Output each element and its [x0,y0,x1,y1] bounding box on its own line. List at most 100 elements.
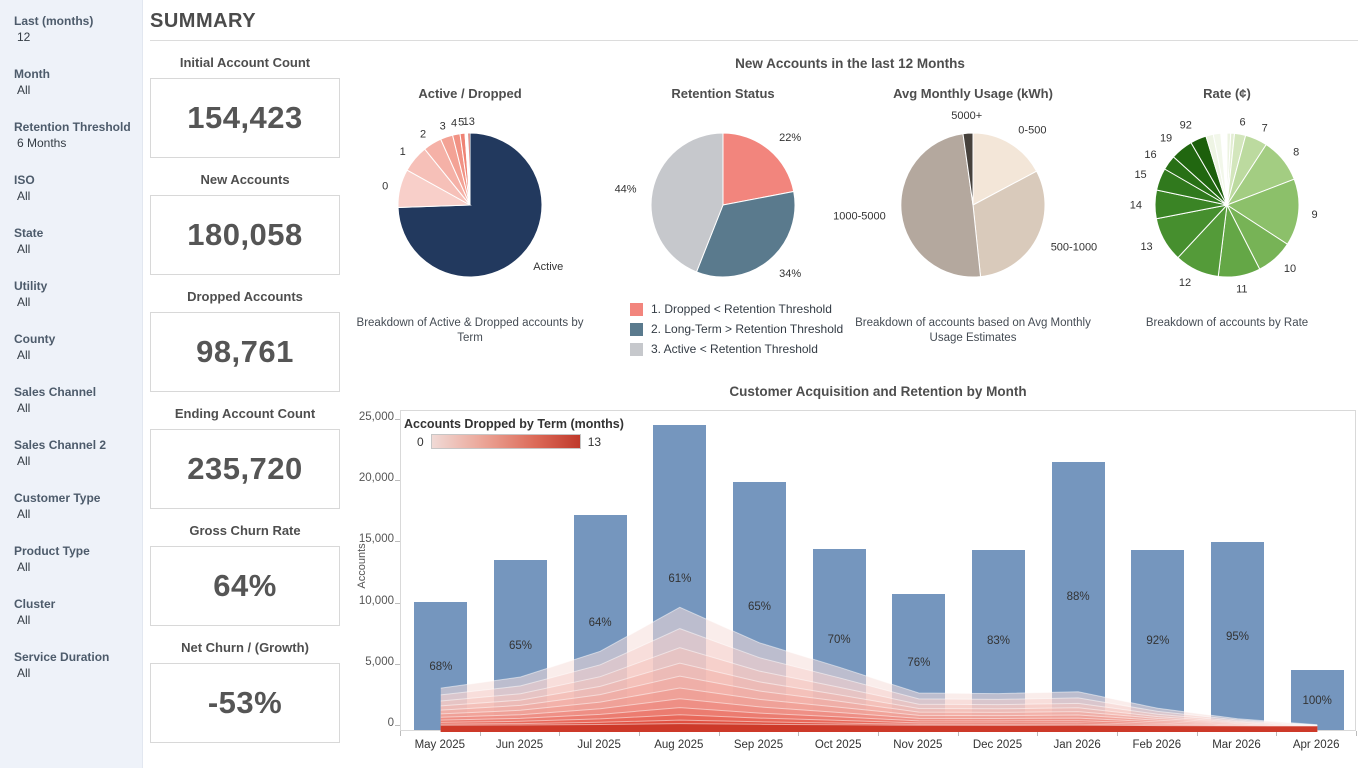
filter-label: Sales Channel 2 [14,438,107,452]
pie-chart-retention-status[interactable]: 22% 34% 44% [598,105,848,305]
area-band-5 [440,688,1318,732]
area-band-2 [440,647,1318,732]
pie-slice-label: 0-500 [1018,125,1046,137]
pie-slice-13[interactable] [467,132,471,206]
kpi-box-5[interactable]: -53% [150,663,340,743]
pie-title-rate: Rate (¢) [1203,86,1251,101]
pie-slice-label: 11 [1236,284,1247,296]
legend-gradient-bar [430,434,581,449]
pie-title-avg-monthly-usage: Avg Monthly Usage (kWh) [893,86,1053,101]
kpi-value-5: -53% [207,685,283,720]
y-tick-label: 5,000 [365,655,394,668]
pie-slice-label: 500-1000 [1051,241,1098,253]
legend-min-label: 0 [417,434,424,449]
pie-chart-avg-monthly-usage[interactable]: 0-500 500-1000 1000-5000 5000+ [833,105,1098,305]
pie-slice-22%[interactable] [722,132,795,206]
kpi-box-3[interactable]: 235,720 [150,429,340,509]
bar-percent-label: 65% [508,640,533,652]
bar-chart-plot[interactable]: Accounts Dropped by Term (months) 0 13 6… [400,410,1356,732]
sidebar-filter-last-months-[interactable]: Last (months) 12 [14,14,140,44]
pie-slice-label: 12 [1179,277,1191,289]
sidebar-filter-iso[interactable]: ISO All [14,173,140,203]
pie-slice-9[interactable] [1225,178,1300,245]
kpi-box-4[interactable]: 64% [150,546,340,626]
pie-slice-label: 13 [1140,241,1152,253]
x-tick-mark [400,731,401,736]
pie-slice-500-1000[interactable] [972,170,1046,278]
area-band-edge [440,714,1318,727]
filter-value[interactable]: All [17,560,31,574]
filter-value[interactable]: All [17,189,31,203]
sidebar-filter-sales-channel-2[interactable]: Sales Channel 2 All [14,438,140,468]
pie-slice-0-500[interactable] [972,132,1038,206]
sidebar-filter-retention-threshold[interactable]: Retention Threshold 6 Months [14,120,140,150]
filter-label: Cluster [14,597,56,611]
y-tick-label: 15,000 [358,533,394,546]
sidebar-filter-cluster[interactable]: Cluster All [14,597,140,627]
area-band-edge [440,675,1318,726]
filter-value[interactable]: 6 Months [17,136,67,150]
pie-slice-sliver[interactable] [1212,132,1228,206]
pie-slice-label: 1 [400,146,406,158]
pie-slice-label: 6 [1239,116,1245,128]
sidebar-filter-state[interactable]: State All [14,226,140,256]
filter-value[interactable]: All [17,348,31,362]
pie-slice-5000+[interactable] [962,132,974,206]
pie-slice-label: 13 [463,116,475,128]
pie-chart-active-dropped[interactable]: Active 0 1 2 3 4 513 [345,105,595,305]
filter-value[interactable]: 12 [17,30,31,44]
bar-percent-label: 64% [588,617,612,630]
x-tick-mark [718,731,720,736]
x-tick-mark [559,731,561,736]
filter-label: Last (months) [14,14,94,28]
sidebar-filter-county[interactable]: County All [14,332,140,362]
area-band-3 [440,663,1318,732]
x-tick-label-sep-2025: Sep 2025 [733,739,784,751]
sidebar-filter-customer-type[interactable]: Customer Type All [14,491,140,521]
legend-item[interactable]: 3. Active < Retention Threshold [630,339,843,359]
legend-item[interactable]: 2. Long-Term > Retention Threshold [630,319,843,339]
kpi-title-2: Dropped Accounts [187,289,303,304]
pie-caption-rate: Breakdown of accounts by Rate [1145,317,1309,329]
bar-percent-label: 88% [1066,591,1090,604]
bar-percent-label: 76% [907,657,931,670]
pie-slice-34%[interactable] [695,190,796,278]
kpi-box-2[interactable]: 98,761 [150,312,340,392]
legend-label: 2. Long-Term > Retention Threshold [651,322,844,336]
kpi-box-0[interactable]: 154,423 [150,78,340,158]
area-band-edge [440,606,1318,726]
pie-slice-label: 4 [451,118,457,130]
filter-value[interactable]: All [17,613,31,627]
legend-item[interactable]: 1. Dropped < Retention Threshold [630,299,843,319]
area-band-edge [440,647,1318,726]
area-band-edge [440,687,1318,727]
filter-value[interactable]: All [17,666,31,680]
pie-slice-44%[interactable] [650,132,724,273]
kpi-box-1[interactable]: 180,058 [150,195,340,275]
pie-slice-label: 15 [1134,169,1146,181]
sidebar-filter-utility[interactable]: Utility All [14,279,140,309]
filter-value[interactable]: All [17,242,31,256]
pie-slice-label: 5000+ [951,110,982,122]
filter-value[interactable]: All [17,401,31,415]
pie-chart-rate[interactable]: 6 7 8 9 10 11 12 13 14 15 16 19 92 [1102,105,1352,305]
x-tick-label-dec-2025: Dec 2025 [972,739,1023,751]
legend-swatch [630,322,643,336]
sidebar-filter-product-type[interactable]: Product Type All [14,544,140,574]
x-tick-mark [479,731,481,736]
pie-slice-1000-5000[interactable] [900,133,982,278]
sidebar-filter-sales-channel[interactable]: Sales Channel All [14,385,140,415]
y-tick-label: 10,000 [358,594,394,607]
pie-slice-label: 14 [1130,199,1142,211]
bar-percent-label: 92% [1146,635,1170,648]
sidebar-filter-service-duration[interactable]: Service Duration All [14,650,140,680]
pie-slice-label: 10 [1284,263,1296,275]
filter-value[interactable]: All [17,83,31,97]
filter-value[interactable]: All [17,507,31,521]
sidebar-filter-month[interactable]: Month All [14,67,140,97]
filter-label: ISO [14,173,35,187]
filter-value[interactable]: All [17,295,31,309]
y-tick-mark [395,541,400,543]
filter-value[interactable]: All [17,454,31,468]
filter-label: Customer Type [14,491,101,505]
